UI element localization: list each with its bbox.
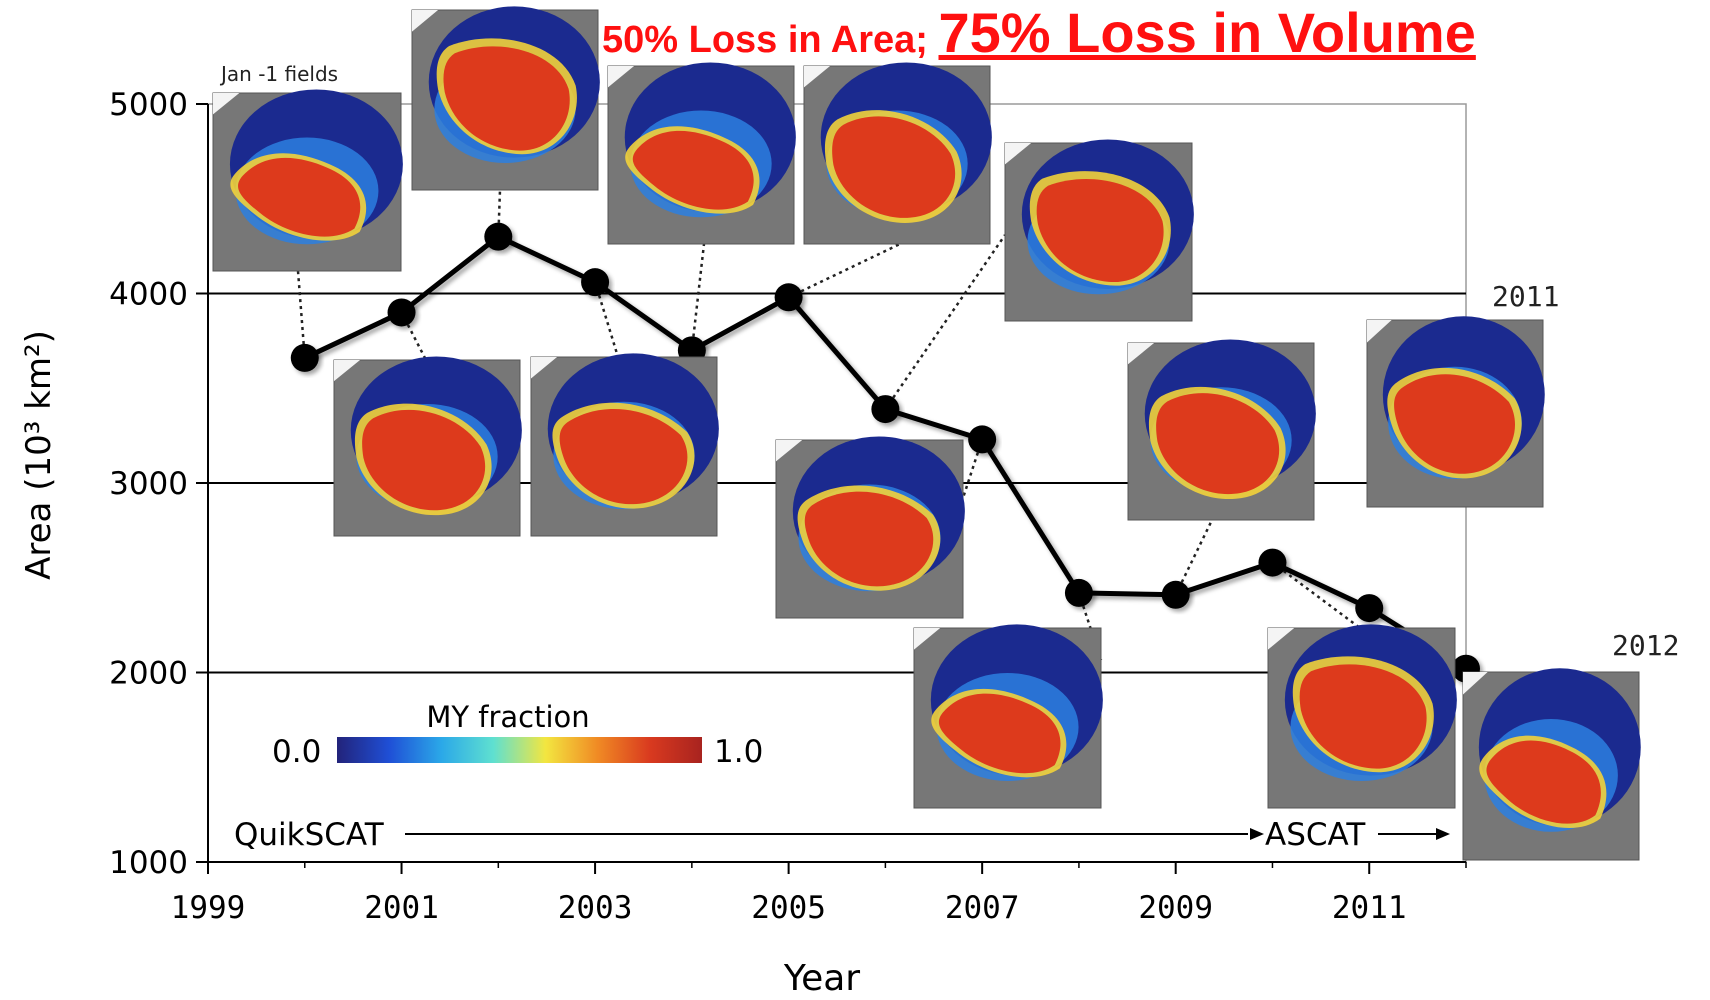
sensor-annotation: QuikSCAT ASCAT bbox=[234, 817, 1450, 853]
data-point bbox=[871, 395, 900, 424]
inset-map-2009 bbox=[1127, 339, 1316, 521]
inset-map-2008 bbox=[913, 624, 1103, 809]
label-2011: 2011 bbox=[1492, 280, 1559, 313]
y-tick-label: 2000 bbox=[109, 656, 188, 692]
inset-map-2006 bbox=[1004, 139, 1194, 322]
data-point bbox=[774, 283, 803, 312]
data-point bbox=[1064, 578, 1093, 607]
inset-caption: Jan -1 fields bbox=[219, 62, 338, 86]
x-tick-label: 2003 bbox=[558, 890, 633, 926]
sensor-ascat-arrowhead bbox=[1436, 828, 1450, 840]
inset-connector bbox=[1271, 561, 1361, 630]
inset-ice-red bbox=[1486, 740, 1601, 824]
data-point bbox=[1355, 594, 1384, 623]
x-tick-label: 2011 bbox=[1332, 890, 1407, 926]
x-tick-group: 1999 2001 2003 2005 2007 2009 2011 bbox=[171, 862, 1467, 926]
data-point bbox=[1258, 548, 1287, 577]
headline-volume-loss: 75% Loss in Volume bbox=[938, 1, 1476, 64]
sensor-ascat-label: ASCAT bbox=[1265, 817, 1366, 853]
inset-ice-red bbox=[1036, 178, 1164, 283]
inset-map-2005 bbox=[803, 62, 992, 245]
label-2012: 2012 bbox=[1612, 629, 1679, 662]
inset-map-2000 bbox=[212, 89, 403, 272]
inset-ice-red bbox=[1394, 374, 1516, 474]
data-point bbox=[290, 343, 319, 372]
colorbar-title: MY fraction bbox=[426, 700, 589, 734]
inset-maps bbox=[212, 6, 1641, 861]
inset-ice-red bbox=[443, 46, 570, 151]
headline-area-loss: 50% Loss in Area; bbox=[602, 19, 939, 61]
inset-ice-red bbox=[559, 408, 688, 505]
inset-connector bbox=[593, 281, 620, 358]
colorbar-max-label: 1.0 bbox=[714, 734, 763, 770]
data-point bbox=[484, 222, 513, 251]
x-tick-label: 2005 bbox=[751, 890, 826, 926]
inset-corner-white bbox=[1268, 628, 1295, 650]
x-tick-label: 1999 bbox=[171, 890, 246, 926]
inset-map-2003 bbox=[530, 353, 719, 537]
colorbar: MY fraction 0.0 1.0 bbox=[272, 700, 763, 770]
sensor-quikscat-label: QuikSCAT bbox=[234, 817, 385, 853]
x-tick-label: 2007 bbox=[945, 890, 1020, 926]
inset-ice-red bbox=[938, 693, 1061, 774]
inset-corner-white bbox=[412, 10, 439, 32]
inset-corner-white bbox=[1128, 343, 1155, 365]
data-point bbox=[968, 425, 997, 454]
inset-connector bbox=[296, 270, 307, 359]
x-tick-label: 2001 bbox=[364, 890, 439, 926]
inset-ice-red bbox=[238, 157, 361, 237]
y-tick-label: 5000 bbox=[109, 87, 188, 123]
x-tick-label: 2009 bbox=[1138, 890, 1213, 926]
inset-map-2004 bbox=[607, 62, 796, 245]
y-tick-group: 1000 2000 3000 4000 5000 bbox=[109, 87, 208, 881]
inset-connector bbox=[961, 439, 984, 499]
y-tick-label: 3000 bbox=[109, 466, 188, 502]
inset-corner-white bbox=[213, 93, 240, 115]
inset-map-2002 bbox=[411, 6, 600, 191]
sensor-quikscat-arrowhead bbox=[1250, 828, 1264, 840]
data-point bbox=[1161, 580, 1190, 609]
y-axis-label: Area (10³ km²) bbox=[19, 330, 59, 580]
x-axis-label: Year bbox=[783, 958, 860, 999]
inset-ice-red bbox=[804, 491, 934, 587]
inset-ice-red bbox=[832, 116, 956, 218]
colorbar-min-label: 0.0 bbox=[272, 734, 321, 770]
inset-map-2001 bbox=[333, 356, 522, 537]
inset-map-2010 bbox=[1267, 624, 1457, 809]
inset-ice-red bbox=[362, 409, 486, 511]
colorbar-gradient bbox=[337, 737, 702, 763]
inset-corner-white bbox=[1005, 143, 1032, 165]
inset-map-2007 bbox=[775, 436, 965, 619]
y-tick-label: 4000 bbox=[109, 277, 188, 313]
inset-ice-red bbox=[1299, 664, 1427, 769]
inset-connector bbox=[884, 234, 1007, 410]
inset-connector bbox=[788, 242, 901, 299]
chart-headline: 50% Loss in Area; 75% Loss in Volume bbox=[602, 0, 1476, 65]
data-point bbox=[581, 268, 610, 297]
y-tick-label: 1000 bbox=[109, 845, 188, 881]
series-line-group bbox=[290, 222, 1480, 683]
inset-corner-white bbox=[1463, 672, 1488, 695]
inset-connector bbox=[690, 243, 706, 351]
inset-map-2011 bbox=[1366, 316, 1545, 508]
inset-ice-red bbox=[632, 130, 754, 210]
inset-corner-white bbox=[1367, 320, 1392, 343]
inset-ice-red bbox=[1156, 393, 1280, 495]
data-point bbox=[387, 298, 416, 327]
inset-map-2012 bbox=[1462, 668, 1641, 861]
